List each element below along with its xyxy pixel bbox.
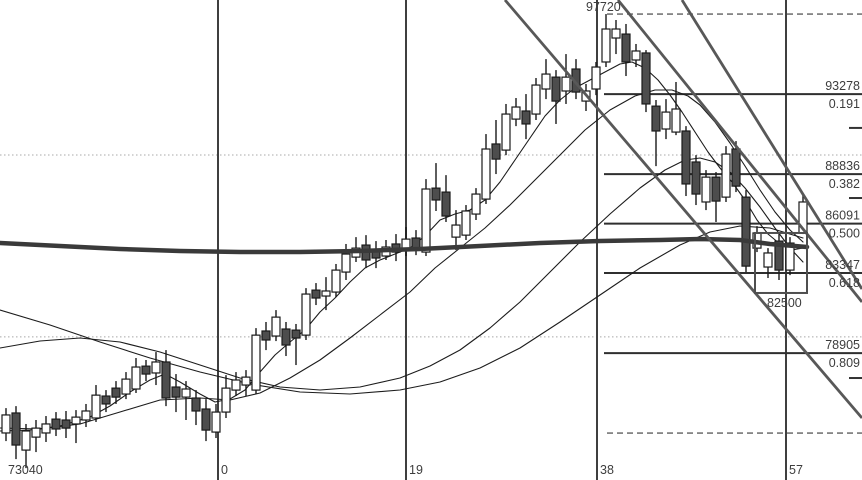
candlestick: [281, 328, 291, 346]
candlestick: [411, 237, 421, 249]
candlestick: [491, 143, 501, 160]
candlestick: [21, 430, 31, 451]
candlestick: [621, 33, 631, 63]
x-axis-label: 19: [409, 463, 423, 477]
candlestick: [231, 379, 241, 391]
candlestick: [121, 378, 131, 395]
candlestick: [201, 408, 211, 431]
x-axis-label: 0: [221, 463, 228, 477]
ma-med-line: [0, 89, 804, 430]
candlestick: [611, 28, 621, 39]
box-price-label: 82500: [767, 296, 802, 310]
fib-price-label: 88836: [825, 159, 860, 173]
fib-price-label: 83347: [825, 258, 860, 272]
candlestick: [301, 293, 311, 336]
candlestick: [81, 410, 91, 421]
candlestick: [221, 387, 231, 413]
price-box: [754, 231, 808, 294]
candlestick: [251, 334, 261, 391]
candlestick: [91, 394, 101, 419]
trendline: [503, 0, 862, 419]
candlestick: [671, 108, 681, 133]
candlestick: [551, 76, 561, 102]
candlestick: [451, 224, 461, 238]
fib-ratio-label: 0.500: [829, 227, 860, 241]
candlestick: [271, 316, 281, 337]
candlestick: [141, 365, 151, 375]
x-axis-label: 57: [789, 463, 803, 477]
candlestick: [211, 411, 221, 433]
trendline: [616, 0, 862, 303]
candlestick: [701, 176, 711, 203]
candlestick: [341, 253, 351, 273]
candlestick: [321, 290, 331, 297]
fib-ratio-label: 0.191: [829, 97, 860, 111]
candlestick: [31, 427, 41, 438]
candlestick: [461, 210, 471, 236]
candlestick: [471, 193, 481, 215]
candlestick: [521, 110, 531, 125]
candlestick: [421, 188, 431, 253]
candlestick: [51, 418, 61, 430]
candlestick: [691, 161, 701, 195]
fib-ratio-label: 0.382: [829, 177, 860, 191]
candlestick: [331, 269, 341, 293]
candlestick: [261, 330, 271, 341]
candlestick: [681, 130, 691, 185]
fib-price-label: 86091: [825, 209, 860, 223]
candlestick: [774, 240, 784, 271]
candlestick: [501, 113, 511, 151]
candlestick: [601, 28, 611, 63]
candlestick: [631, 50, 641, 61]
candlestick: [651, 105, 661, 132]
candlestick: [481, 148, 491, 200]
candlestick: [441, 191, 451, 217]
candlestick: [591, 66, 601, 90]
candlestick: [661, 111, 671, 130]
candlestick: [641, 52, 651, 105]
candlestick: [311, 289, 321, 299]
candlestick: [741, 196, 751, 267]
candlestick: [131, 366, 141, 390]
candlestick: [711, 176, 721, 202]
candlestick: [111, 387, 121, 398]
candlestick: [541, 73, 551, 90]
fib-price-label: 78905: [825, 338, 860, 352]
candlestick: [161, 361, 171, 399]
candlestick: [531, 84, 541, 115]
candlestick: [721, 153, 731, 198]
candlestick: [763, 252, 773, 268]
trendline: [680, 0, 862, 290]
candlestick: [1, 414, 11, 434]
candlestick: [241, 376, 251, 386]
candlestick: [61, 419, 71, 429]
x-axis-label: 73040: [8, 463, 43, 477]
ma-thick-line: [0, 236, 810, 255]
candlestick: [731, 148, 741, 187]
candlestick: [291, 329, 301, 339]
candlestick: [191, 397, 201, 412]
candlestick: [431, 187, 441, 201]
candlestick: [151, 361, 161, 374]
candlestick: [41, 423, 51, 434]
candlestick: [181, 388, 191, 398]
candlestick: [171, 386, 181, 398]
candlestick: [71, 416, 81, 425]
high-price-label: 97720: [586, 0, 621, 14]
candlestick: [561, 76, 571, 92]
fib-price-label: 93278: [825, 79, 860, 93]
x-axis-label: 38: [600, 463, 614, 477]
candlestick: [101, 395, 111, 405]
candlestick: [511, 106, 521, 120]
candlestick: [11, 412, 21, 446]
ma-fast-line: [0, 61, 804, 432]
candlestick: [785, 242, 795, 271]
fib-ratio-label: 0.809: [829, 356, 860, 370]
fib-ratio-label: 0.618: [829, 276, 860, 290]
